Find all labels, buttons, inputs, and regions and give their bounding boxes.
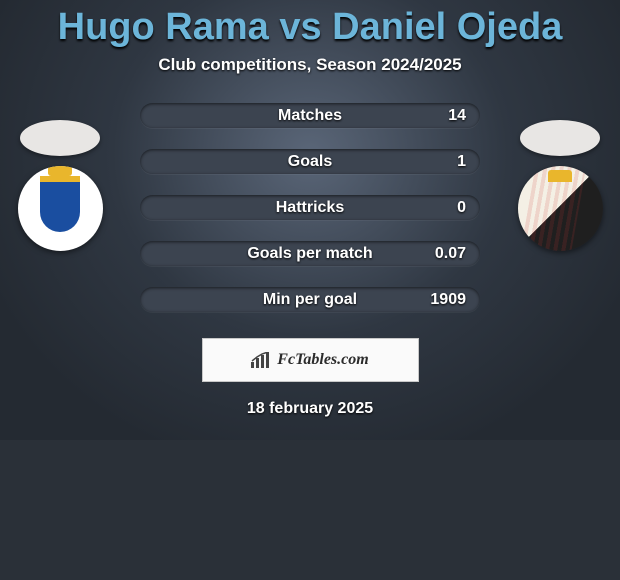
date-label: 18 february 2025: [0, 400, 620, 418]
stat-row-matches: Matches 14: [140, 103, 480, 128]
stat-row-hattricks: Hattricks 0: [140, 195, 480, 220]
stat-label: Matches: [278, 107, 342, 124]
chart-icon: [251, 352, 271, 368]
crown-icon: [48, 166, 72, 176]
stat-value: 1: [457, 149, 466, 174]
player-right-column: [510, 120, 610, 251]
stat-row-goals: Goals 1: [140, 149, 480, 174]
shield-icon: [40, 176, 80, 232]
player-silhouette-right: [520, 120, 600, 156]
stat-row-goals-per-match: Goals per match 0.07: [140, 241, 480, 266]
page-subtitle: Club competitions, Season 2024/2025: [0, 55, 620, 75]
stat-label: Goals per match: [247, 245, 372, 262]
stat-value: 14: [448, 103, 466, 128]
club-badge-left: [18, 166, 103, 251]
stat-label: Min per goal: [263, 291, 357, 308]
stat-label: Hattricks: [276, 199, 344, 216]
stats-list: Matches 14 Goals 1 Hattricks 0 Goals per…: [140, 103, 480, 312]
fctables-watermark: FcTables.com: [202, 338, 419, 382]
player-silhouette-left: [20, 120, 100, 156]
page-title: Hugo Rama vs Daniel Ojeda: [0, 0, 620, 49]
stats-card: Hugo Rama vs Daniel Ojeda Club competiti…: [0, 0, 620, 440]
fctables-label: FcTables.com: [277, 351, 368, 369]
stat-value: 1909: [430, 287, 466, 312]
stat-value: 0: [457, 195, 466, 220]
stat-value: 0.07: [435, 241, 466, 266]
crown-icon: [548, 170, 572, 182]
club-badge-right: [518, 166, 603, 251]
stat-label: Goals: [288, 153, 332, 170]
player-left-column: [10, 120, 110, 251]
stat-row-min-per-goal: Min per goal 1909: [140, 287, 480, 312]
